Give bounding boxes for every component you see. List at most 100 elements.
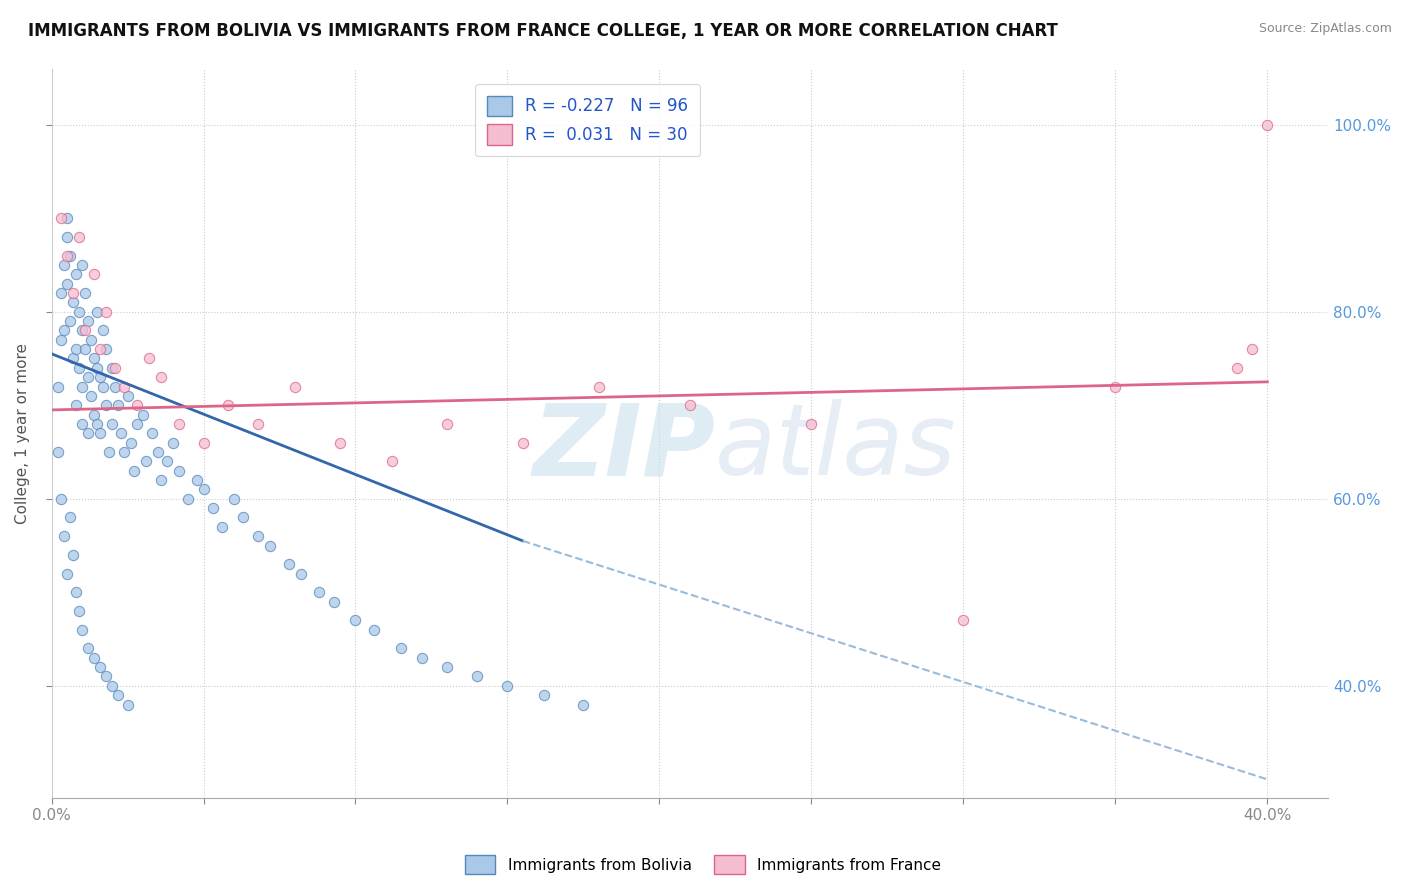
Point (52, 258, 75, 272)
Point (77, 641, 100, 656)
Point (89, 370, 111, 384)
Point (107, 398, 129, 412)
Point (162, 435, 184, 450)
Point (80, 333, 103, 347)
Point (73, 285, 96, 300)
Point (156, 454, 179, 468)
Point (533, 688, 555, 702)
Point (80, 389, 103, 403)
Point (70, 417, 93, 431)
Point (186, 473, 208, 487)
Point (59, 314, 82, 328)
Point (323, 594, 346, 608)
Point (70, 323, 93, 337)
Point (125, 398, 148, 412)
Point (135, 454, 157, 468)
Point (49, 285, 72, 300)
Point (86, 304, 108, 318)
Point (329, 435, 352, 450)
Point (952, 613, 974, 627)
Point (67, 304, 90, 318)
Point (77, 426, 100, 441)
Point (62, 548, 84, 562)
Point (1256, 118, 1278, 132)
Point (247, 417, 270, 431)
Point (62, 285, 84, 300)
Point (70, 379, 93, 393)
Point (149, 370, 172, 384)
Point (67, 604, 90, 618)
Point (259, 539, 281, 553)
Point (91, 379, 114, 393)
Point (800, 417, 823, 431)
Point (83, 267, 105, 281)
Point (1241, 342, 1264, 356)
Point (512, 435, 534, 450)
Point (120, 435, 142, 450)
Point (59, 249, 82, 263)
Point (308, 585, 330, 599)
Point (70, 623, 93, 637)
Text: IMMIGRANTS FROM BOLIVIA VS IMMIGRANTS FROM FRANCE COLLEGE, 1 YEAR OR MORE CORREL: IMMIGRANTS FROM BOLIVIA VS IMMIGRANTS FR… (28, 22, 1057, 40)
Point (101, 679, 124, 693)
Point (496, 679, 519, 693)
Point (65, 398, 87, 412)
Point (86, 417, 108, 431)
Point (55, 230, 77, 244)
Point (104, 360, 127, 375)
Point (149, 473, 172, 487)
Point (52, 323, 75, 337)
Point (65, 342, 87, 356)
Point (679, 398, 702, 412)
Point (98, 445, 121, 459)
Point (55, 211, 77, 226)
Point (67, 360, 90, 375)
Point (62, 295, 84, 310)
Point (389, 641, 412, 656)
Point (101, 360, 124, 375)
Point (290, 566, 312, 581)
Point (114, 445, 136, 459)
Point (436, 660, 458, 674)
Point (83, 650, 105, 665)
Point (572, 698, 595, 712)
Point (107, 688, 129, 702)
Point (110, 426, 132, 441)
Point (65, 585, 87, 599)
Point (1104, 379, 1126, 393)
Point (46, 379, 69, 393)
Point (65, 267, 87, 281)
Point (217, 398, 239, 412)
Text: ZIP: ZIP (533, 400, 716, 496)
Legend: R = -0.227   N = 96, R =  0.031   N = 30: R = -0.227 N = 96, R = 0.031 N = 30 (475, 84, 700, 156)
Point (96, 398, 118, 412)
Point (89, 342, 111, 356)
Point (465, 669, 488, 683)
Point (277, 558, 299, 572)
Text: atlas: atlas (716, 400, 957, 496)
Point (117, 389, 139, 403)
Point (101, 417, 124, 431)
Point (363, 623, 385, 637)
Point (91, 323, 114, 337)
Point (89, 660, 111, 674)
Point (96, 669, 118, 683)
Point (125, 417, 148, 431)
Point (1226, 360, 1249, 375)
Point (73, 342, 96, 356)
Point (83, 351, 105, 366)
Point (193, 435, 215, 450)
Point (49, 211, 72, 226)
Point (167, 464, 190, 478)
Point (344, 613, 367, 627)
Point (411, 650, 433, 665)
Point (132, 408, 155, 422)
Point (59, 510, 82, 524)
Point (55, 277, 77, 291)
Point (232, 510, 254, 524)
Point (70, 258, 93, 272)
Point (381, 454, 404, 468)
Point (114, 379, 136, 393)
Point (77, 370, 100, 384)
Point (55, 566, 77, 581)
